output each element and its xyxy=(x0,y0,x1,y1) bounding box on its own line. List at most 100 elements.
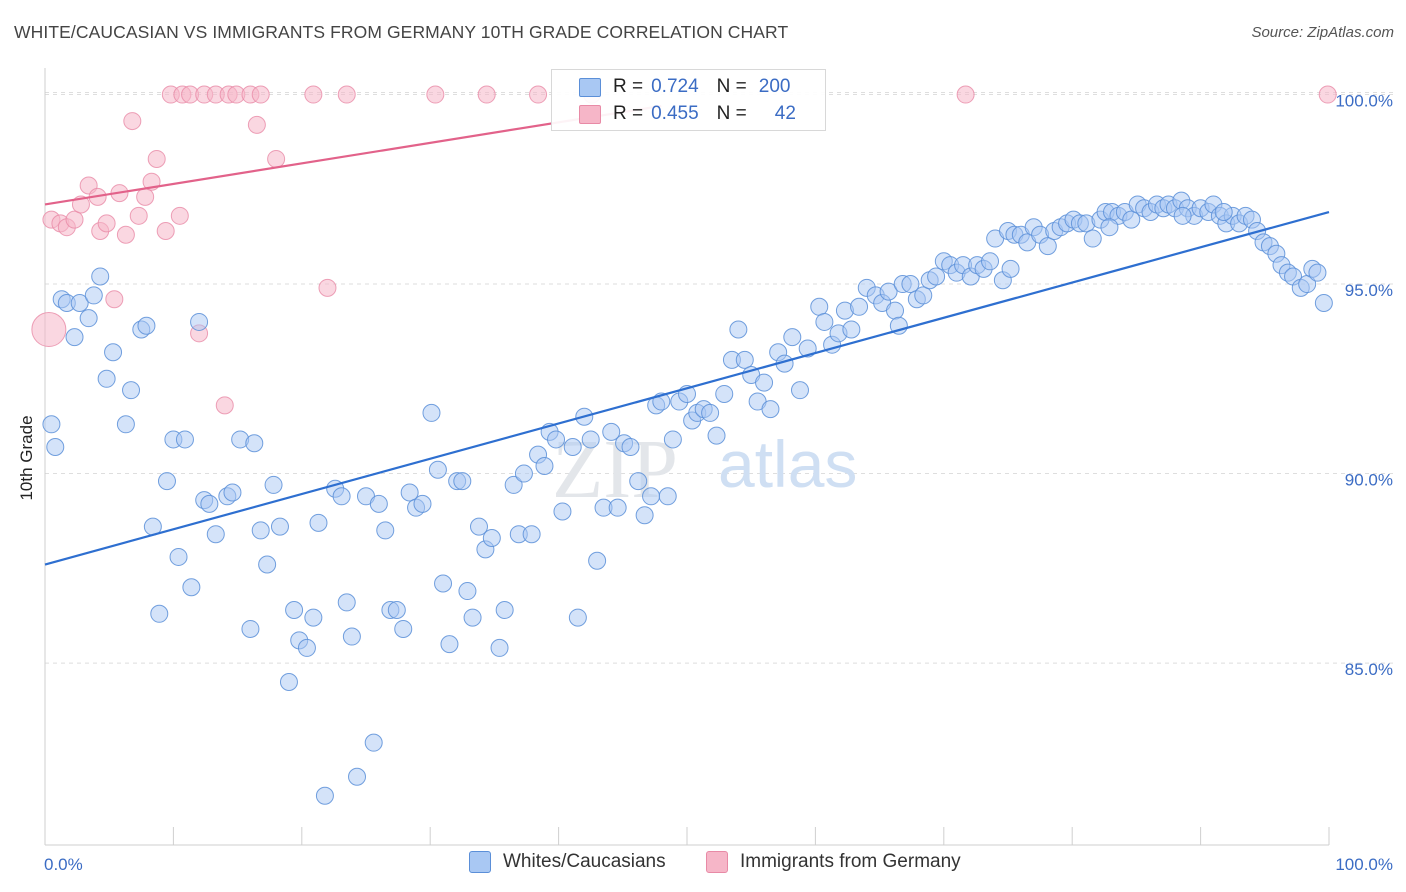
whites-point xyxy=(901,275,920,294)
legend-swatch-pink xyxy=(579,104,601,124)
whites-point xyxy=(104,343,123,362)
whites-point xyxy=(84,286,103,305)
whites-point xyxy=(629,472,648,491)
whites-point xyxy=(535,456,554,475)
whites-point xyxy=(364,733,383,752)
whites-point xyxy=(1173,206,1192,225)
whites-point xyxy=(190,312,209,331)
whites-point xyxy=(241,619,260,638)
whites-point xyxy=(790,381,809,400)
x-tick-label-max: 100.0% xyxy=(1335,855,1393,874)
whites-point xyxy=(850,297,869,316)
germany-point xyxy=(129,206,148,225)
whites-point xyxy=(42,415,61,434)
germany-point xyxy=(123,112,142,131)
whites-point xyxy=(394,619,413,638)
whites-point xyxy=(522,525,541,544)
x-tick-label-min: 0.0% xyxy=(44,855,83,874)
axes xyxy=(44,68,1330,846)
whites-point xyxy=(658,487,677,506)
whites-point xyxy=(428,460,447,479)
whites-point xyxy=(169,547,188,566)
whites-point xyxy=(315,786,334,805)
whites-point xyxy=(642,487,661,506)
germany-point xyxy=(251,85,270,104)
legend-item-germany: Immigrants from Germany xyxy=(706,851,961,873)
whites-point xyxy=(1308,263,1327,282)
legend-r-label: R = xyxy=(613,103,644,124)
whites-point xyxy=(91,267,110,286)
whites-point xyxy=(886,301,905,320)
whites-point xyxy=(707,426,726,445)
whites-point xyxy=(206,525,225,544)
correlation-legend: R = 0.724 N = 200 R = 0.455 N = 42 xyxy=(551,69,826,131)
whites-point xyxy=(663,430,682,449)
legend-label-germany: Immigrants from Germany xyxy=(740,851,961,872)
whites-point xyxy=(981,252,1000,271)
whites-point xyxy=(304,608,323,627)
germany-point xyxy=(477,85,496,104)
whites-point xyxy=(150,604,169,623)
y-tick-label: 90.0% xyxy=(1345,471,1393,490)
legend-n-value: 42 xyxy=(774,103,796,124)
whites-point xyxy=(621,438,640,457)
whites-point xyxy=(332,487,351,506)
whites-point xyxy=(348,767,367,786)
source-credit: Source: ZipAtlas.com xyxy=(1251,24,1394,41)
whites-point xyxy=(798,339,817,358)
whites-point xyxy=(504,475,523,494)
legend-swatch-blue xyxy=(469,851,491,873)
whites-point xyxy=(842,320,861,339)
whites-point xyxy=(735,350,754,369)
germany-point xyxy=(247,115,266,134)
series-legend: Whites/Caucasians Immigrants from German… xyxy=(0,851,1406,879)
whites-point xyxy=(422,403,441,422)
legend-r-value: 0.724 xyxy=(651,76,699,97)
whites-point xyxy=(297,638,316,657)
germany-point xyxy=(529,85,548,104)
whites-point xyxy=(279,673,298,692)
whites-point xyxy=(258,555,277,574)
germany-point xyxy=(65,210,84,229)
germany-point xyxy=(337,85,356,104)
whites-point xyxy=(182,578,201,597)
whites-point xyxy=(434,574,453,593)
whites-point xyxy=(369,494,388,513)
whites-point xyxy=(1083,229,1102,248)
tick-labels: 85.0% 90.0% 95.0% 100.0% 0.0% 100.0% xyxy=(44,92,1393,874)
whites-point xyxy=(376,521,395,540)
whites-point xyxy=(285,601,304,620)
whites-point xyxy=(783,328,802,347)
y-tick-label: 100.0% xyxy=(1335,92,1393,111)
whites-point xyxy=(729,320,748,339)
whites-point xyxy=(482,528,501,547)
whites-point xyxy=(440,635,459,654)
whites-trend-line xyxy=(44,210,1330,566)
whites-point xyxy=(563,438,582,457)
whites-point xyxy=(175,430,194,449)
whites-point xyxy=(79,309,98,328)
whites-point xyxy=(65,328,84,347)
whites-point xyxy=(116,415,135,434)
germany-point xyxy=(304,85,323,104)
germany-point xyxy=(147,149,166,168)
whites-point xyxy=(927,267,946,286)
whites-point xyxy=(715,384,734,403)
whites-point xyxy=(755,373,774,392)
whites-point xyxy=(879,282,898,301)
whites-point xyxy=(264,475,283,494)
whites-point xyxy=(387,601,406,620)
germany-point xyxy=(318,278,337,297)
germany-point xyxy=(97,214,116,233)
whites-point xyxy=(157,472,176,491)
watermark-atlas: atlas xyxy=(718,427,857,501)
whites-point xyxy=(137,316,156,335)
whites-point xyxy=(469,517,488,536)
legend-n-value: 200 xyxy=(758,76,791,97)
whites-point xyxy=(761,400,780,419)
whites-point xyxy=(463,608,482,627)
legend-n-label: N = xyxy=(716,103,747,124)
whites-point xyxy=(1314,293,1333,312)
germany-point xyxy=(116,225,135,244)
